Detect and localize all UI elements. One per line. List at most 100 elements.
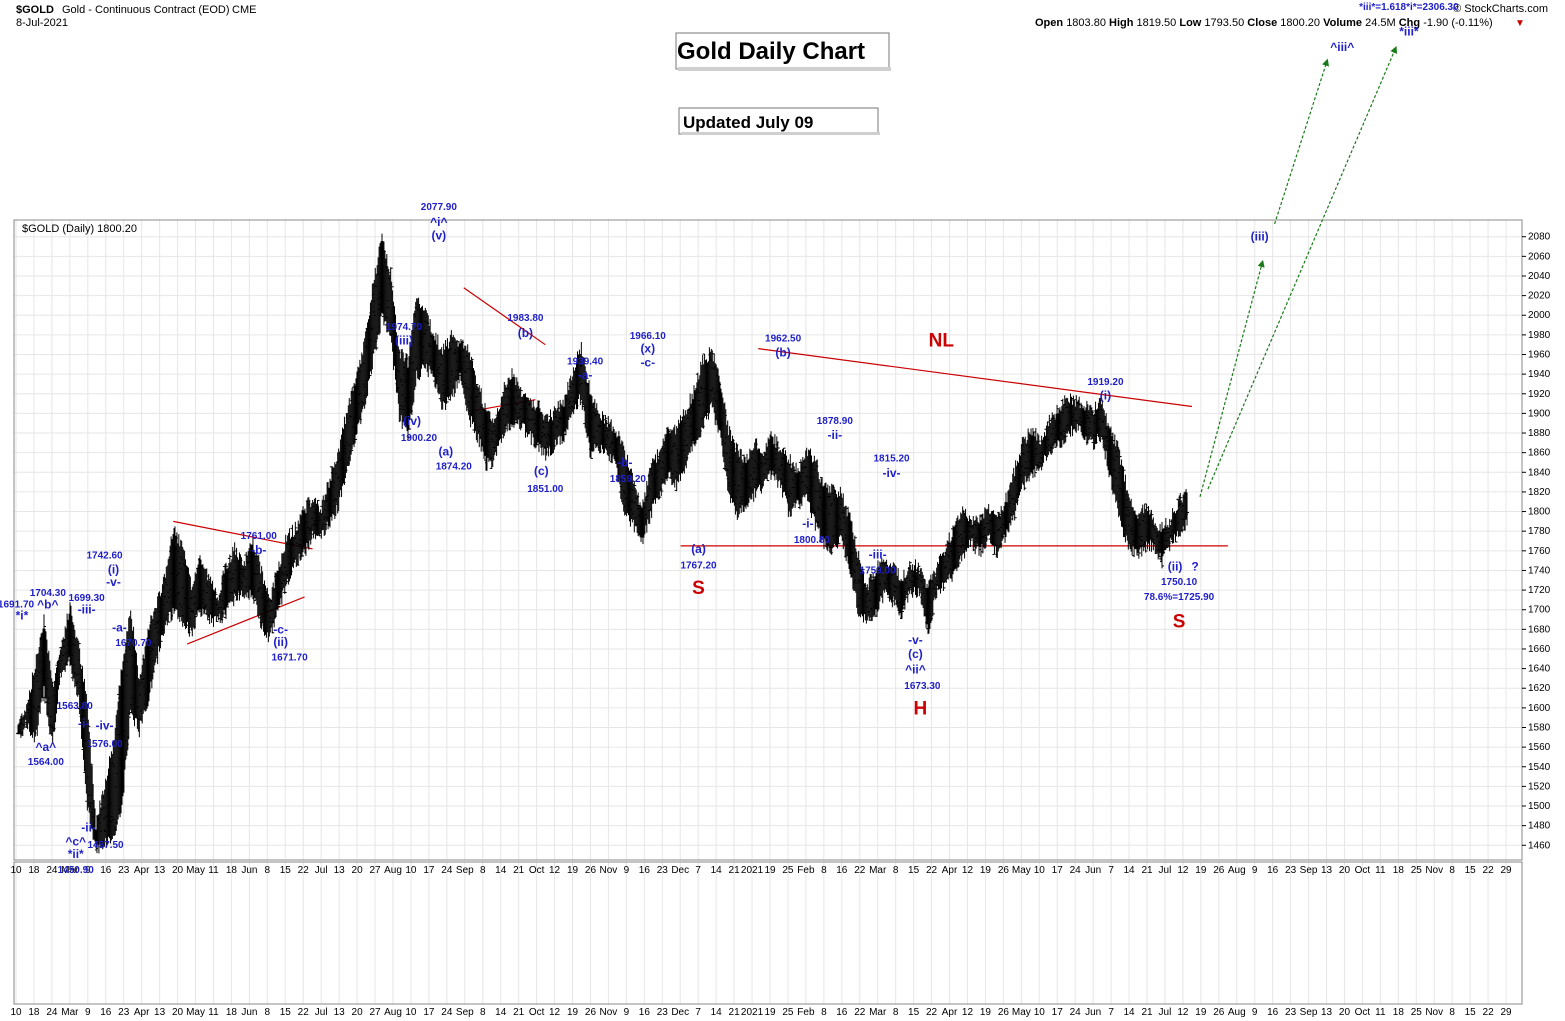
x-tick-label-lower: 20 <box>1339 1007 1351 1018</box>
price-bar <box>126 617 131 740</box>
price-bar <box>765 446 770 482</box>
x-tick-label-lower: Jul <box>1159 1007 1172 1018</box>
y-tick-label: 1560 <box>1528 742 1551 753</box>
x-tick-label-lower: 11 <box>1375 1007 1386 1018</box>
x-tick-label: 16 <box>639 865 651 876</box>
x-tick-label: Dec <box>671 865 689 876</box>
x-tick-label-lower: 15 <box>280 1007 292 1018</box>
price-bar <box>42 614 46 687</box>
x-tick-label-lower: 18 <box>226 1007 238 1018</box>
x-tick-label-lower: 15 <box>908 1007 920 1018</box>
price-bar <box>291 536 296 569</box>
price-bar <box>388 267 393 336</box>
price-bar <box>89 763 94 829</box>
y-tick-label: 1880 <box>1528 428 1551 439</box>
x-tick-label: 16 <box>1267 865 1279 876</box>
price-bar <box>282 551 287 594</box>
lower-panel <box>13 861 1523 1005</box>
x-tick-label-lower: 20 <box>352 1007 364 1018</box>
symbol: $GOLD <box>16 4 54 16</box>
y-tick-label: 1600 <box>1528 703 1551 714</box>
price-bar <box>474 383 479 441</box>
x-tick-label-lower: May <box>1012 1007 1031 1018</box>
price-bar <box>270 587 275 634</box>
x-tick-label-lower: 8 <box>821 1007 827 1018</box>
ohlc-readout: Open 1803.80 High 1819.50 Low 1793.50 Cl… <box>1035 17 1493 29</box>
x-tick-label-lower: 21 <box>513 1007 525 1018</box>
x-tick-label-lower: Aug <box>384 1007 402 1018</box>
x-tick-label-lower: 25 <box>1411 1007 1423 1018</box>
x-tick-label: 12 <box>962 865 974 876</box>
x-tick-label-lower: 21 <box>729 1007 741 1018</box>
x-tick-label-lower: 7 <box>695 1007 701 1018</box>
y-tick-label: 1940 <box>1528 369 1551 380</box>
x-tick-label: 10 <box>405 865 417 876</box>
x-tick-label-lower: 22 <box>1483 1007 1495 1018</box>
y-axis: 1460 1480 1500 1520 1540 1560 1580 1600 1620 1640… <box>1522 232 1551 851</box>
x-tick-label-lower: 13 <box>334 1007 346 1018</box>
x-tick-label-lower: 14 <box>711 1007 723 1018</box>
price-bar <box>552 406 557 450</box>
x-tick-label: 21 <box>513 865 525 876</box>
x-tick-label-lower: Sep <box>456 1007 474 1018</box>
price-bar <box>1032 436 1037 478</box>
x-tick-label: Sep <box>456 865 474 876</box>
x-tick-label-lower: 12 <box>962 1007 974 1018</box>
x-tick-label-lower: 24 <box>46 1007 58 1018</box>
x-tick-label-lower: 8 <box>893 1007 899 1018</box>
price-bar <box>210 580 215 619</box>
price-bar <box>353 385 358 444</box>
x-tick-label: Jun <box>1085 865 1101 876</box>
x-tick-label: 13 <box>154 865 166 876</box>
x-tick-label-lower: 16 <box>1267 1007 1279 1018</box>
x-tick-label: 12 <box>549 865 561 876</box>
x-tick-label-lower: 26 <box>585 1007 597 1018</box>
x-tick-label: 15 <box>1465 865 1477 876</box>
symbol-description: Gold - Continuous Contract (EOD) <box>62 4 230 16</box>
x-tick-label-lower: 16 <box>639 1007 651 1018</box>
price-bar <box>86 719 91 808</box>
x-tick-label: 19 <box>567 865 579 876</box>
x-tick-label-lower: 19 <box>980 1007 992 1018</box>
x-tick-label: Mar <box>869 865 887 876</box>
y-tick-label: 1780 <box>1528 526 1551 537</box>
x-tick-label: 23 <box>657 865 669 876</box>
price-bar <box>251 549 256 604</box>
price-bar <box>406 367 410 441</box>
x-tick-label: Mar <box>61 865 79 876</box>
y-tick-label: 1700 <box>1528 605 1551 616</box>
y-tick-label: 2060 <box>1528 251 1551 262</box>
y-tick-label: 1660 <box>1528 644 1551 655</box>
price-bar <box>930 573 935 617</box>
x-tick-label: 12 <box>1177 865 1189 876</box>
x-tick-label: 27 <box>369 865 381 876</box>
price-bar <box>603 414 608 449</box>
x-tick-label-lower: 8 <box>480 1007 486 1018</box>
price-bar <box>916 562 921 589</box>
chart-legend: $GOLD (Daily) 1800.20 <box>22 223 137 235</box>
price-panel <box>13 219 1523 861</box>
price-bar <box>381 241 386 326</box>
x-tick-label: 17 <box>1052 865 1064 876</box>
chart-date: 8-Jul-2021 <box>16 17 68 29</box>
x-tick-label: 9 <box>624 865 630 876</box>
x-tick-label-lower: 18 <box>28 1007 40 1018</box>
x-tick-label-lower: 9 <box>1252 1007 1258 1018</box>
x-tick-label-lower: 13 <box>154 1007 166 1018</box>
y-tick-label: 2040 <box>1528 271 1551 282</box>
x-tick-label: 29 <box>1500 865 1512 876</box>
x-tick-label: 24 <box>441 865 453 876</box>
price-bar <box>907 561 912 594</box>
x-tick-label-lower: 9 <box>85 1007 91 1018</box>
x-tick-label-lower: Nov <box>600 1007 618 1018</box>
x-tick-label: Apr <box>942 865 958 876</box>
x-tick-label: Jun <box>241 865 257 876</box>
x-tick-label-lower: 19 <box>1195 1007 1207 1018</box>
x-tick-label: 10 <box>10 865 22 876</box>
y-tick-label: 1680 <box>1528 624 1551 635</box>
x-tick-label: 7 <box>695 865 701 876</box>
y-tick-label: 2020 <box>1528 291 1551 302</box>
price-bar <box>518 387 523 431</box>
x-tick-label-lower: Jun <box>241 1007 257 1018</box>
